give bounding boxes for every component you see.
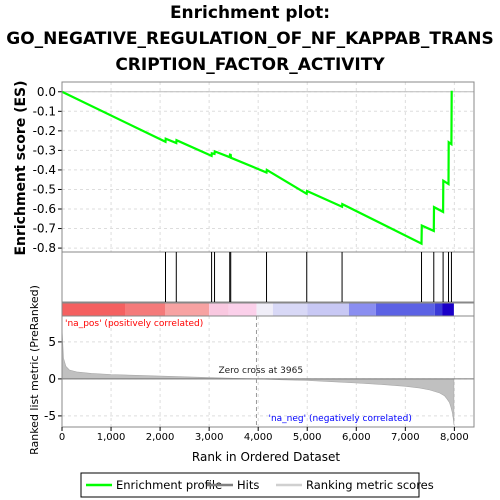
metric-y-tick-label: 5 bbox=[48, 335, 56, 349]
x-tick-label: 3,000 bbox=[195, 432, 224, 443]
colorbar-segment bbox=[165, 303, 210, 316]
es-y-tick-label: -0.8 bbox=[33, 241, 56, 255]
chart-title-line-1: Enrichment plot: bbox=[169, 3, 331, 23]
es-y-tick-label: -0.7 bbox=[33, 222, 56, 236]
es-y-tick-label: -0.2 bbox=[33, 124, 56, 138]
positive-correlation-label: 'na_pos' (positively correlated) bbox=[65, 319, 203, 329]
x-axis-label: Rank in Ordered Dataset bbox=[192, 450, 340, 464]
legend-label: Ranking metric scores bbox=[306, 478, 434, 492]
x-tick-label: 1,000 bbox=[97, 432, 126, 443]
hits-panel-frame bbox=[61, 251, 475, 303]
x-tick-label: 6,000 bbox=[342, 432, 371, 443]
negative-correlation-label: 'na_neg' (negatively correlated) bbox=[268, 414, 411, 424]
colorbar-segment bbox=[348, 303, 376, 316]
ranking-metric-area bbox=[61, 328, 455, 425]
colorbar-segment bbox=[442, 303, 454, 316]
zero-cross-label: Zero cross at 3965 bbox=[218, 366, 303, 376]
x-tick-label: 0 bbox=[59, 432, 65, 443]
chart-title-line-3: CRIPTION_FACTOR_ACTIVITY bbox=[115, 55, 385, 75]
legend-box bbox=[80, 472, 420, 498]
enrichment-profile-line bbox=[61, 90, 453, 246]
es-y-tick-label: -0.3 bbox=[33, 143, 56, 157]
es-panel: 0.0 -0.1 -0.2 -0.3 -0.4 -0.5 -0.6 -0.7 -0.8 bbox=[33, 81, 475, 255]
es-y-tick-label: -0.1 bbox=[33, 104, 56, 118]
hits-panel bbox=[61, 251, 475, 303]
x-tick-label: 2,000 bbox=[146, 432, 175, 443]
metric-y-tick-label: -5 bbox=[44, 409, 56, 423]
chart-title-line-2: GO_NEGATIVE_REGULATION_OF_NF_KAPPAB_TRAN… bbox=[6, 29, 494, 49]
es-y-tick-label: -0.5 bbox=[33, 182, 56, 196]
colorbar-segment bbox=[272, 303, 308, 316]
colorbar-segment bbox=[434, 303, 443, 316]
metric-panel-frame bbox=[61, 315, 475, 428]
es-y-axis-label: Enrichment score (ES) bbox=[13, 80, 29, 255]
x-tick-label: 8,000 bbox=[440, 432, 469, 443]
colorbar-segment bbox=[256, 303, 273, 316]
colorbar-segment bbox=[62, 303, 126, 316]
es-plot-area bbox=[62, 82, 474, 252]
axes-labels: Rank in Ordered Dataset Enrichment score… bbox=[13, 80, 340, 464]
colorbar-segment bbox=[209, 303, 229, 316]
x-tick-label: 7,000 bbox=[391, 432, 420, 443]
colorbar-segment bbox=[375, 303, 435, 316]
legend-label: Hits bbox=[237, 478, 259, 492]
metric-y-tick-label: 0 bbox=[48, 372, 56, 386]
ranking-colorbar bbox=[61, 302, 475, 317]
es-y-tick-label: -0.4 bbox=[33, 163, 56, 177]
metric-y-axis-label: Ranked list metric (PreRanked) bbox=[28, 285, 41, 455]
legend-label: Enrichment profile bbox=[116, 478, 222, 492]
x-tick-label: 4,000 bbox=[244, 432, 273, 443]
colorbar-segment bbox=[228, 303, 257, 316]
legend: Enrichment profile Hits Ranking metric sco… bbox=[80, 472, 434, 498]
colorbar-segment bbox=[307, 303, 349, 316]
colorbar-segment bbox=[125, 303, 165, 316]
x-tick-label: 5,000 bbox=[293, 432, 322, 443]
es-y-tick-label: 0.0 bbox=[37, 85, 56, 99]
es-y-tick-label: -0.6 bbox=[33, 202, 56, 216]
